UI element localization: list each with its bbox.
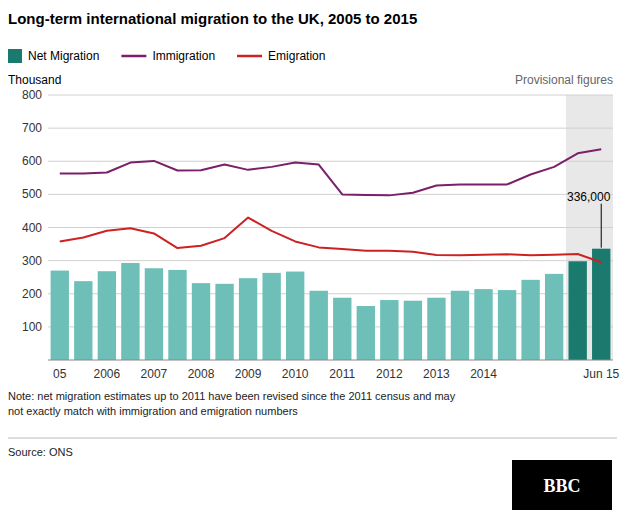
x-tick-label: 2009 — [235, 367, 262, 381]
bar — [498, 290, 516, 360]
separator — [8, 438, 617, 439]
x-tick-label: 2007 — [141, 367, 168, 381]
annotation: 336,000 — [567, 190, 611, 204]
bar — [474, 289, 492, 360]
legend-label: Immigration — [152, 49, 215, 63]
grid-line — [48, 128, 613, 129]
legend-swatch — [237, 55, 262, 58]
bar — [262, 273, 280, 360]
x-tick-label: 2012 — [376, 367, 403, 381]
title: Long-term international migration to the… — [8, 10, 417, 27]
logo: BBC — [543, 476, 580, 496]
grid-line — [48, 260, 613, 261]
line — [60, 149, 601, 195]
bar — [333, 298, 351, 360]
x-tick-label: Jun 15 — [583, 367, 619, 381]
bar — [239, 278, 257, 360]
grid-line — [48, 95, 613, 96]
plot-area — [51, 149, 611, 360]
bar — [98, 271, 116, 360]
y-tick-label: 600 — [22, 154, 42, 168]
bar — [74, 281, 92, 360]
x-tick-label: 2013 — [423, 367, 450, 381]
note-line: Note: net migration estimates up to 2011… — [8, 390, 456, 402]
grid-line — [48, 194, 613, 195]
line — [60, 218, 601, 263]
note-line: not exactly match with immigration and e… — [8, 405, 298, 417]
bar — [451, 291, 469, 360]
y-tick-label: 500 — [22, 187, 42, 201]
bar — [357, 306, 375, 360]
bar — [592, 249, 610, 360]
chart: Long-term international migration to the… — [0, 0, 625, 520]
x-tick-label: 2006 — [94, 367, 121, 381]
x-tick-label: 2008 — [188, 367, 215, 381]
source: Source: ONS — [8, 446, 73, 458]
y-tick-label: 200 — [22, 287, 42, 301]
x-axis-line — [48, 360, 613, 361]
bar — [286, 272, 304, 360]
x-tick-label: 2011 — [329, 367, 355, 381]
x-tick-label: 05 — [53, 367, 67, 381]
legend: Net Migration Immigration Emigration — [8, 49, 325, 63]
bar — [192, 283, 210, 360]
bar — [215, 284, 233, 360]
x-tick-label: 2014 — [470, 367, 497, 381]
y-axis-label: Thousand — [8, 73, 61, 87]
bar — [310, 291, 328, 360]
bar — [521, 280, 539, 360]
y-tick-label: 400 — [22, 221, 42, 235]
bar — [168, 270, 186, 360]
y-tick-label: 800 — [22, 88, 42, 102]
legend-label: Emigration — [268, 49, 325, 63]
bar — [51, 271, 69, 360]
bar — [404, 301, 422, 360]
y-tick-label: 100 — [22, 320, 42, 334]
bar — [380, 300, 398, 360]
provisional-label: Provisional figures — [515, 73, 613, 87]
legend-swatch — [8, 49, 22, 63]
legend-swatch — [121, 55, 146, 58]
legend-label: Net Migration — [28, 49, 99, 63]
bar — [145, 268, 163, 360]
x-tick-label: 2010 — [282, 367, 309, 381]
bar — [569, 261, 587, 360]
x-axis: 05 2006 2007 2008 2009 2010 2011 2012 2013 2014 Ju… — [53, 367, 619, 381]
annotation-line — [601, 204, 602, 248]
note: Note: net migration estimates up to 2011… — [8, 390, 456, 417]
logo-box — [512, 460, 612, 510]
bar — [121, 263, 139, 360]
bar — [427, 298, 445, 360]
y-tick-label: 700 — [22, 121, 42, 135]
bar — [545, 274, 563, 360]
y-tick-label: 300 — [22, 254, 42, 268]
